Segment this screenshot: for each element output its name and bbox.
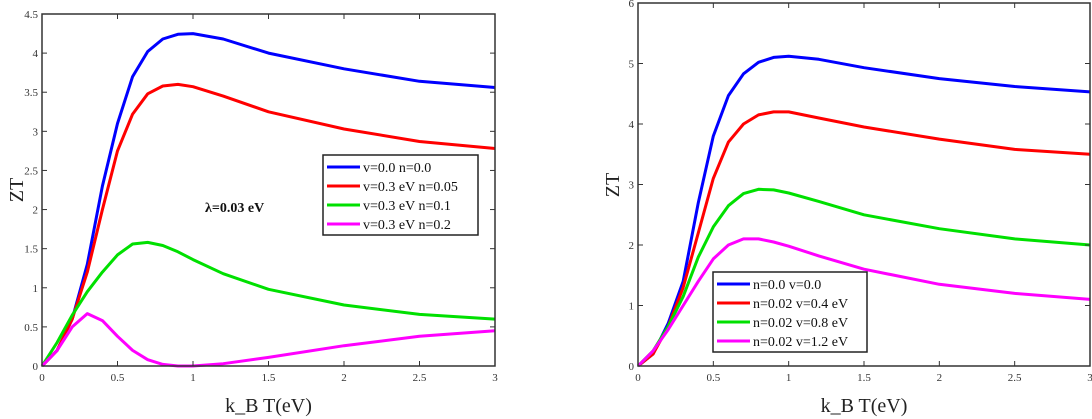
y-tick-label: 4 (33, 48, 39, 60)
legend-label-3: n=0.02 v=0.8 eV (753, 316, 848, 331)
y-tick-label: 2 (33, 205, 39, 217)
y-tick-label: 1 (33, 283, 39, 295)
series-line-3 (40, 240, 496, 367)
x-tick-label: 2.5 (1008, 372, 1022, 384)
y-tick-label: 3 (629, 180, 635, 192)
x-tick-label: 0.5 (706, 372, 720, 384)
y-tick-label: 3 (33, 126, 39, 138)
y-tick-label: 3.5 (24, 87, 38, 99)
annotation-lambda: λ=0.03 eV (205, 201, 264, 216)
y-tick-label: 2.5 (24, 165, 38, 177)
x-axis-label: k_B T(eV) (821, 395, 908, 417)
y-tick-label: 6 (629, 0, 635, 10)
y-tick-label: 4.5 (24, 9, 38, 21)
y-tick-label: 2 (629, 240, 635, 252)
legend-label-4: n=0.02 v=1.2 eV (753, 335, 848, 350)
y-axis-label: ZT (602, 173, 624, 197)
x-tick-label: 0 (39, 372, 45, 384)
y-tick-label: 0.5 (24, 322, 38, 334)
x-tick-label: 1.5 (262, 372, 276, 384)
chart-2: 0 0.5 1 1.5 2 2.5 3 0 1 2 3 4 5 6 k_B T(eV) ZT n=0.0 v=0… (602, 0, 1092, 417)
x-tick-label: 1.5 (857, 372, 871, 384)
legend: v=0.0 n=0.0 v=0.3 eV n=0.05 v=0.3 eV n=0.1… (322, 154, 479, 236)
series-line-2 (40, 82, 496, 368)
y-tick-label: 0 (629, 361, 635, 373)
y-tick-label: 1 (629, 301, 635, 313)
x-tick-label: 3 (1087, 372, 1092, 384)
y-tick-label: 1.5 (24, 244, 38, 256)
y-tick-label: 5 (629, 59, 635, 71)
y-axis-label: ZT (6, 178, 28, 202)
legend-label-1: v=0.0 n=0.0 (363, 161, 431, 176)
x-tick-label: 2 (341, 372, 347, 384)
series-line-1 (637, 54, 1091, 368)
x-axis-label: k_B T(eV) (225, 395, 312, 417)
y-tick-label: 4 (629, 119, 635, 131)
series-line-4 (40, 312, 496, 368)
x-tick-label: 3 (492, 372, 498, 384)
legend-label-2: v=0.3 eV n=0.05 (363, 180, 458, 195)
series-line-4 (636, 237, 1091, 368)
legend-label-1: n=0.0 v=0.0 (753, 278, 821, 293)
legend-label-3: v=0.3 eV n=0.1 (363, 199, 451, 214)
x-tick-label: 2.5 (413, 372, 427, 384)
x-tick-label: 0.5 (111, 372, 125, 384)
y-tick-label: 0 (33, 361, 39, 373)
legend-label-2: n=0.02 v=0.4 eV (753, 297, 848, 312)
x-tick-label: 1 (786, 372, 792, 384)
series-line-3 (636, 187, 1091, 368)
x-tick-label: 0 (635, 372, 641, 384)
chart-1: 0 0.5 1 1.5 2 2.5 3 0 0.5 1 1.5 2 2.5 3 3.5 4 4.5 k_B T(e… (6, 9, 498, 417)
x-tick-label: 1 (190, 372, 196, 384)
series-line-2 (637, 110, 1091, 368)
legend-label-4: v=0.3 eV n=0.2 (363, 218, 451, 233)
x-tick-label: 2 (937, 372, 943, 384)
legend: n=0.0 v=0.0 n=0.02 v=0.4 eV n=0.02 v=0.8 e… (712, 271, 868, 353)
